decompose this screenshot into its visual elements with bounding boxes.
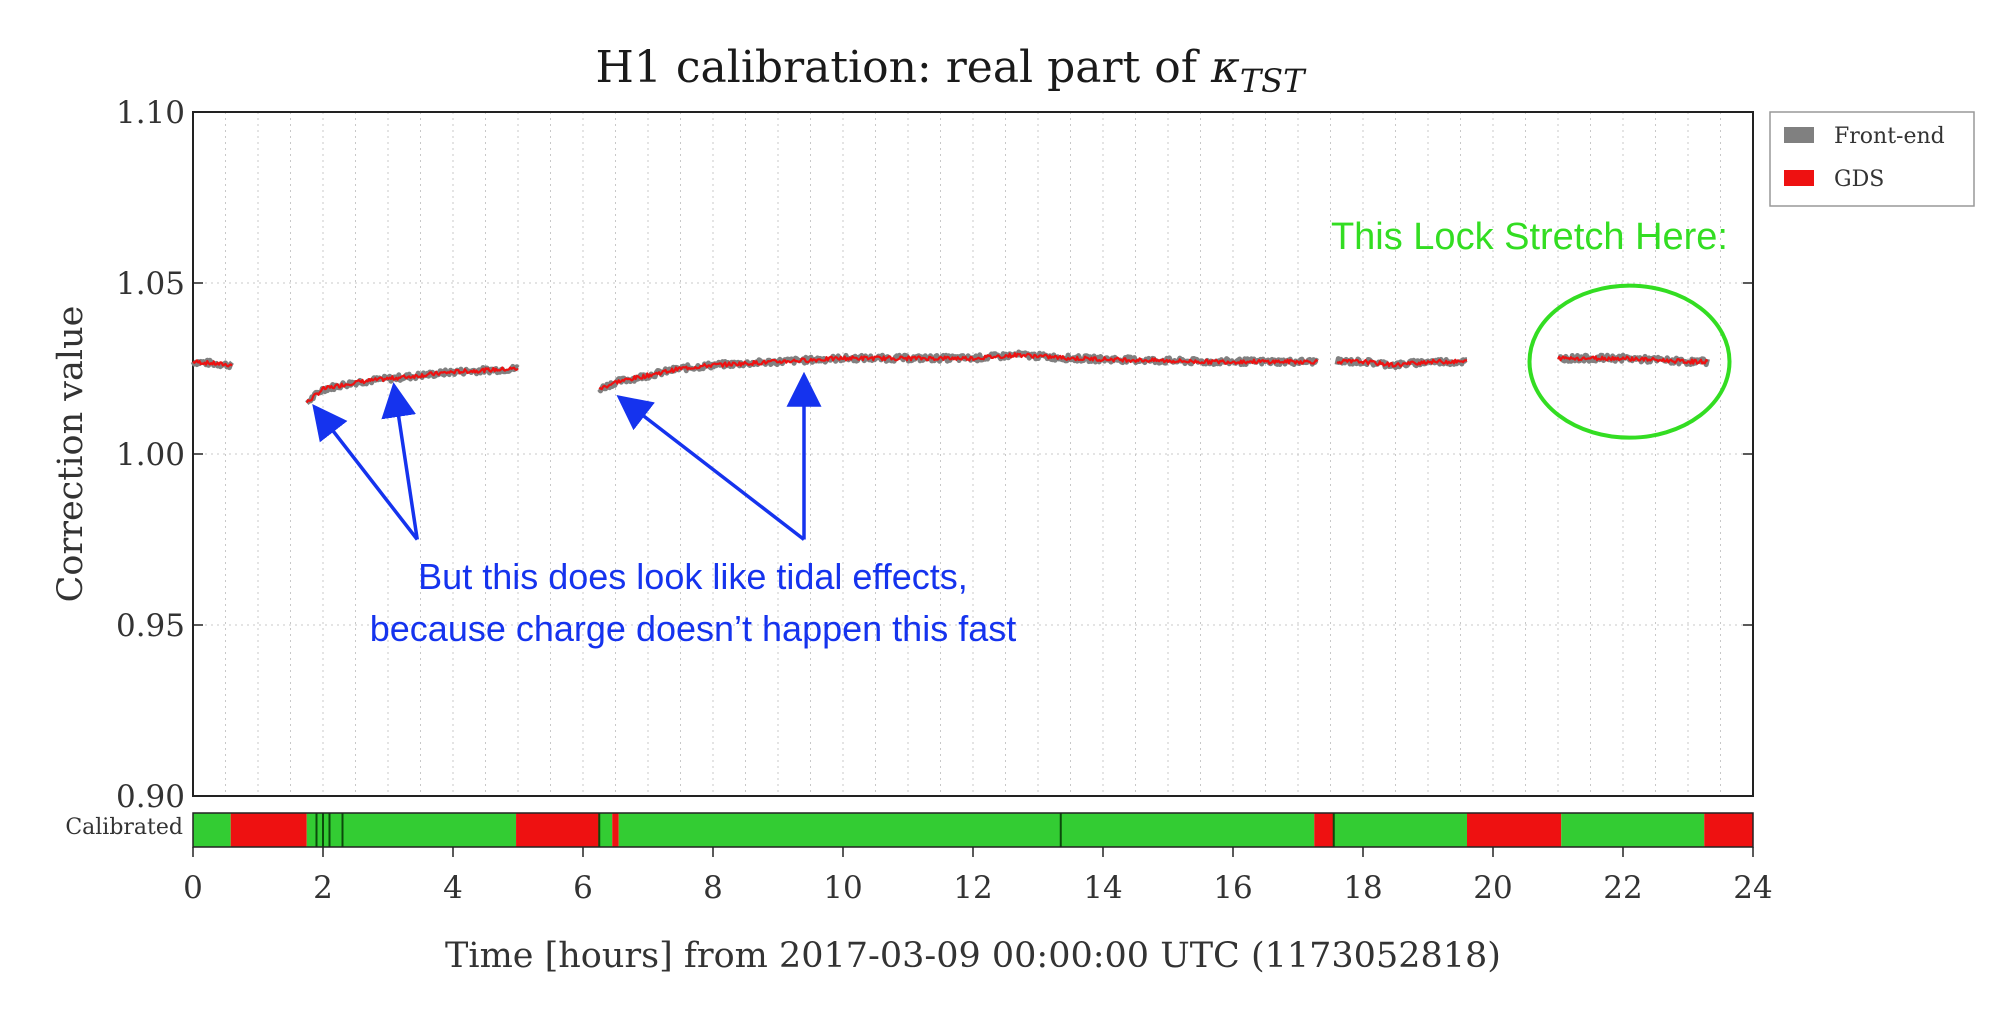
x-tick-label: 14 bbox=[1083, 870, 1122, 906]
state-segment bbox=[516, 813, 600, 847]
state-segment bbox=[193, 813, 231, 847]
y-tick-label: 0.95 bbox=[116, 608, 185, 644]
annotation-arrow bbox=[616, 395, 806, 541]
state-segment bbox=[1561, 813, 1705, 847]
gds-trace bbox=[305, 366, 519, 404]
y-tick-label: 1.10 bbox=[116, 95, 185, 131]
x-axis-label: Time [hours] from 2017-03-09 00:00:00 UT… bbox=[445, 936, 1501, 976]
state-segment bbox=[230, 813, 307, 847]
state-segment bbox=[1704, 813, 1753, 847]
tidal-note-line1: But this does look like tidal effects, bbox=[418, 556, 968, 597]
title-prefix: H1 calibration: real part of bbox=[596, 42, 1211, 93]
annotation-arrow bbox=[381, 382, 419, 540]
chart-title: H1 calibration: real part of κTST bbox=[596, 42, 1308, 100]
legend: Front-end GDS bbox=[1769, 111, 1975, 207]
lock-stretch-circle bbox=[1527, 283, 1732, 440]
x-tick-label: 20 bbox=[1473, 870, 1512, 906]
x-tick-label: 8 bbox=[703, 870, 723, 906]
title-symbol: κ bbox=[1210, 42, 1240, 93]
series-layer bbox=[190, 349, 1710, 405]
legend-label-front-end: Front-end bbox=[1834, 124, 1945, 149]
x-axis-ticks: 0 2 4 6 8 10 12 14 16 18 20 22 24 bbox=[183, 847, 1773, 906]
state-bar-label: Calibrated bbox=[65, 815, 183, 840]
state-segment bbox=[612, 813, 619, 847]
lock-stretch-note: This Lock Stretch Here: bbox=[1331, 216, 1728, 258]
legend-swatch-front-end bbox=[1784, 127, 1814, 143]
grid bbox=[193, 112, 1753, 796]
x-tick-label: 4 bbox=[443, 870, 463, 906]
y-tick-label: 0.90 bbox=[116, 779, 185, 815]
gds-trace bbox=[1336, 358, 1468, 368]
legend-swatch-gds bbox=[1784, 170, 1814, 186]
title-subscript: TST bbox=[1240, 62, 1307, 100]
state-segment bbox=[306, 813, 517, 847]
state-bar-frame bbox=[192, 812, 1754, 848]
state-segment bbox=[599, 813, 613, 847]
legend-label-gds: GDS bbox=[1834, 167, 1884, 192]
state-segment bbox=[618, 813, 1315, 847]
gds-trace bbox=[1557, 355, 1709, 365]
x-tick-label: 0 bbox=[183, 870, 203, 906]
x-tick-label: 22 bbox=[1603, 870, 1642, 906]
annotation-arrow bbox=[312, 404, 419, 541]
calibrated-state-bar bbox=[193, 813, 1753, 847]
y-tick-label: 1.00 bbox=[116, 437, 185, 473]
y-tick-label: 1.05 bbox=[116, 266, 185, 302]
state-segment bbox=[1314, 813, 1334, 847]
y-axis-label: Correction value bbox=[51, 306, 91, 603]
x-tick-label: 18 bbox=[1343, 870, 1382, 906]
gds-trace bbox=[598, 352, 1319, 391]
tidal-note-line2: because charge doesn’t happen this fast bbox=[370, 608, 1016, 649]
x-tick-label: 10 bbox=[823, 870, 862, 906]
x-tick-label: 6 bbox=[573, 870, 593, 906]
x-tick-label: 24 bbox=[1733, 870, 1772, 906]
x-tick-label: 2 bbox=[313, 870, 333, 906]
x-tick-label: 16 bbox=[1213, 870, 1252, 906]
gds-trace bbox=[192, 359, 233, 368]
state-segment bbox=[1333, 813, 1467, 847]
x-tick-label: 12 bbox=[953, 870, 992, 906]
state-segment bbox=[1467, 813, 1562, 847]
annotations bbox=[312, 283, 1732, 541]
y-axis-ticks: 1.10 1.05 1.00 0.95 0.90 bbox=[116, 95, 1753, 815]
